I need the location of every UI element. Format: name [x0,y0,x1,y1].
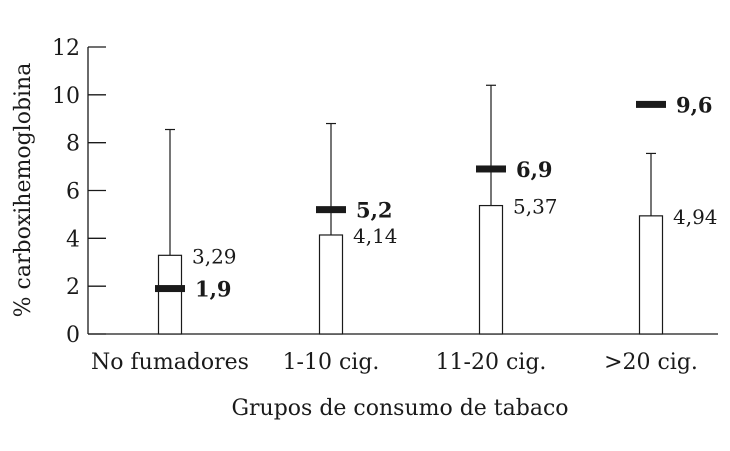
y-tick-label: 0 [66,323,80,348]
mean-marker [636,100,666,108]
bar-value-label: 3,29 [192,244,237,268]
plot-area: 3,29 1,9 4,145,2 5,37 6,9 4,94 9,6 [155,84,718,335]
mean-value-label: 5,2 [356,198,393,223]
y-tick-label: 2 [66,275,80,300]
x-tick-label: 11-20 cig. [436,350,547,375]
mean-marker [155,285,185,293]
y-axis: 0 2 4 6 8 10 12 [52,36,106,348]
mean-marker [476,165,506,173]
y-tick-label: 8 [66,132,80,157]
bar-value-label: 4,94 [673,205,718,229]
y-tick-label: 10 [52,84,80,109]
x-tick-label: No fumadores [91,350,249,375]
x-axis-title: Grupos de consumo de tabaco [231,396,568,421]
x-axis: No fumadores 1-10 cig. 11-20 cig. >20 cig. [88,333,718,375]
y-axis-title: % carboxihemoglobina [11,63,36,318]
mean-value-label: 9,6 [676,92,713,117]
mean-value-label: 1,9 [195,277,232,302]
y-tick-label: 4 [66,227,80,252]
x-tick-label: 1-10 cig. [283,350,380,375]
bar [638,215,664,335]
y-tick-label: 12 [52,36,80,61]
bar-value-label: 4,14 [353,224,398,248]
bar [318,234,344,335]
mean-marker [316,206,346,214]
bar [157,254,183,335]
y-tick-label: 6 [66,180,80,205]
bar-value-label: 5,37 [513,195,558,219]
bar [478,204,504,335]
mean-value-label: 6,9 [516,157,553,182]
x-tick-label: >20 cig. [604,350,698,375]
